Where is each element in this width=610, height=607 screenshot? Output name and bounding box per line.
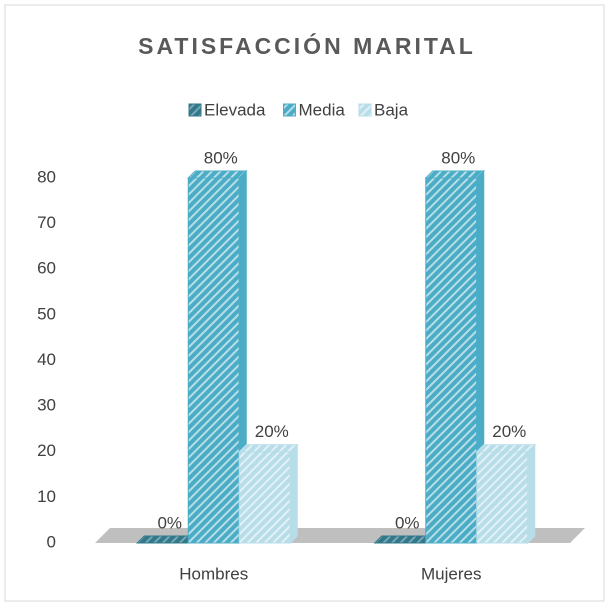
bar <box>187 177 240 544</box>
data-label: 20% <box>255 422 289 441</box>
bar-top <box>187 170 248 179</box>
bar-top <box>475 444 536 453</box>
y-tick-label: 0 <box>47 532 56 551</box>
data-label: 0% <box>395 513 420 532</box>
x-tick-label: Hombres <box>179 564 248 583</box>
legend-label: Elevada <box>204 100 266 119</box>
bar-top <box>373 535 434 544</box>
y-tick-label: 80 <box>37 167 56 186</box>
y-tick-label: 40 <box>37 350 56 369</box>
legend-swatch <box>283 103 296 117</box>
bar <box>425 177 478 544</box>
bar <box>476 451 529 544</box>
y-tick-label: 50 <box>37 304 56 323</box>
data-label: 0% <box>157 513 182 532</box>
x-tick-label: Mujeres <box>421 564 481 583</box>
y-tick-label: 70 <box>37 213 56 232</box>
bar-side <box>289 443 298 545</box>
bar <box>238 451 291 544</box>
y-tick-label: 30 <box>37 396 56 415</box>
y-tick-label: 60 <box>37 259 56 278</box>
bar-side <box>527 443 536 545</box>
legend-swatch <box>188 103 202 117</box>
bar-top <box>238 444 299 453</box>
bar-top <box>424 170 485 179</box>
data-label: 80% <box>204 148 238 167</box>
data-label: 20% <box>492 422 526 441</box>
legend-label: Media <box>299 100 346 119</box>
y-tick-label: 20 <box>37 441 56 460</box>
legend-swatch <box>358 103 372 117</box>
y-tick-label: 10 <box>37 487 56 506</box>
data-label: 80% <box>441 148 475 167</box>
chart-title: SATISFACCIÓN MARITAL <box>138 32 476 59</box>
legend-label: Baja <box>374 100 409 119</box>
bar-top <box>136 535 197 544</box>
